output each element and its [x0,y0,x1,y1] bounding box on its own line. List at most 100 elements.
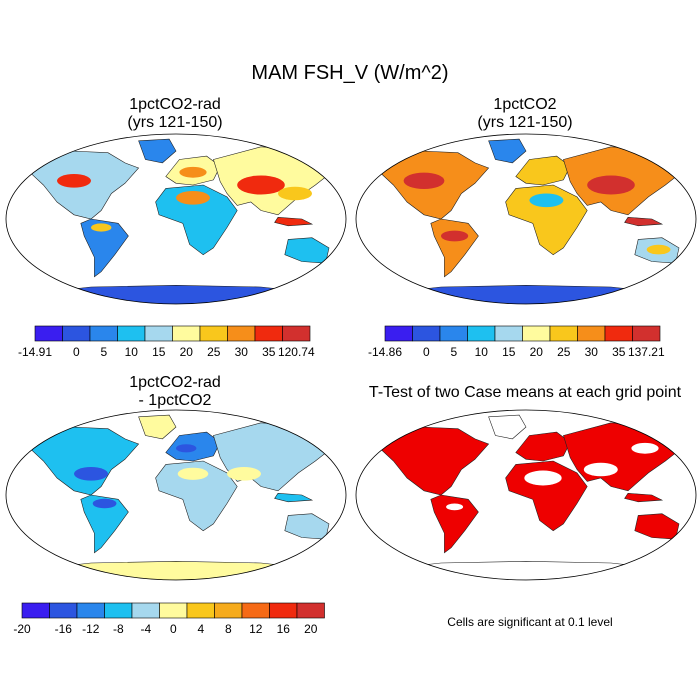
colorbar-swatch [384,325,413,342]
colorbar-tick-label: 30 [585,345,599,359]
colorbar-tick-label: 15 [502,345,516,359]
colorbar-tick-label: 137.21 [628,345,665,359]
land-south-america [80,494,129,554]
colorbar-1: -14.91 0 5 10 15 20 25 30 35 120.74 [18,325,315,359]
panel-title-1-line2: (yrs 121-150) [127,114,223,131]
colorbar-tick-label: 35 [262,345,276,359]
land-indonesia [274,216,314,227]
land-europe [515,431,571,462]
field-patch-south-america [91,223,112,232]
globe-outline [5,409,347,581]
colorbar-tick-label: -8 [113,622,124,636]
land-australia [634,513,680,540]
field-patch-asia [227,467,261,481]
main-title: MAM FSH_V (W/m^2) [251,62,449,84]
field-patch-africa [176,191,210,205]
colorbar-swatch [549,325,578,342]
land-indonesia [624,216,664,227]
colorbar-swatch [49,602,78,619]
panel-title-2: 1pctCO2 (yrs 121-150) [375,96,675,132]
colorbar-swatch [227,325,256,342]
colorbar-tick-label: 0 [170,622,177,636]
land-greenland [138,138,177,164]
colorbar-3: -20 -16 -12 -8 -4 0 4 8 12 16 20 [13,602,325,636]
colorbar-swatch [577,325,606,342]
colorbar-tick-label: -20 [13,622,31,636]
colorbar-swatch [117,325,146,342]
colorbar-swatch [172,325,201,342]
field-patch-south-america [441,230,469,242]
colorbar-tick-label: 35 [612,345,626,359]
globe-outline [355,409,697,581]
significance-note: Cells are significant at 0.1 level [447,615,613,629]
field-patch-south-america [92,498,117,509]
colorbar-tick-label: 20 [180,345,194,359]
map-panel-4 [355,409,697,581]
colorbar-tick-label: 8 [225,622,232,636]
panel-title-3: 1pctCO2-rad - 1pctCO2 [25,374,325,410]
colorbar-swatch [144,325,173,342]
colorbar-tick-label: -14.91 [18,345,52,359]
colorbar-tick-label: 10 [125,345,139,359]
colorbar-swatch [34,325,63,342]
colorbar-tick-label: 120.74 [278,345,315,359]
field-patch-south-america [446,503,464,511]
colorbar-swatch [632,325,661,342]
map-panel-1 [5,133,347,305]
colorbar-tick-label: 0 [423,345,430,359]
colorbar-tick-label: 4 [197,622,204,636]
colorbar-tick-label: 15 [152,345,166,359]
colorbar-swatch [104,602,133,619]
panel-title-2-line2: (yrs 121-150) [477,114,573,131]
colorbar-swatch [214,602,243,619]
panel-title-2-line1: 1pctCO2 [493,96,557,113]
land-greenland [488,138,527,164]
colorbar-tick-label: 20 [304,622,318,636]
field-patch-australia [646,244,671,255]
colorbar-swatch [282,325,311,342]
field-patch-asia [237,175,285,195]
colorbar-tick-label: 30 [235,345,249,359]
colorbar-swatch [76,602,105,619]
field-patch-africa [177,467,209,480]
colorbar-swatch [296,602,325,619]
colorbar-tick-label: 25 [207,345,221,359]
field-patch-asia [587,175,635,195]
land-greenland [488,414,527,440]
colorbar-tick-label: 20 [530,345,544,359]
colorbar-tick-label: 5 [450,345,457,359]
land-south-america [80,218,129,278]
colorbar-swatch [199,325,228,342]
panel-title-4: T-Test of two Case means at each grid po… [368,384,682,401]
colorbar-tick-label: -4 [140,622,151,636]
panel-title-3-line1: 1pctCO2-rad [129,374,221,391]
map-panel-3 [5,409,347,581]
colorbar-tick-label: -16 [55,622,73,636]
globe-outline [355,133,697,305]
panel-title-1: 1pctCO2-rad (yrs 121-150) [25,96,325,132]
colorbar-tick-label: 16 [277,622,291,636]
colorbar-swatch [467,325,496,342]
land-antarctica [22,560,330,580]
land-africa [155,184,238,256]
land-south-america [430,218,479,278]
colorbar-swatch [439,325,468,342]
colorbar-swatch [131,602,160,619]
land-north-america [29,426,140,496]
colorbar-swatch [62,325,91,342]
land-greenland [138,414,177,440]
field-patch-asia [583,462,618,477]
colorbar-tick-label: 5 [100,345,107,359]
colorbar-swatch [494,325,523,342]
panel-title-3-line2: - 1pctCO2 [138,392,212,409]
field-patch-europe [176,444,197,453]
colorbar-swatch [522,325,551,342]
land-africa [505,184,588,256]
colorbar-tick-label: 25 [557,345,571,359]
land-indonesia [274,492,314,503]
land-australia [284,237,330,264]
field-patch-asia [278,186,312,201]
globe-outline [5,133,347,305]
colorbar-swatch [412,325,441,342]
